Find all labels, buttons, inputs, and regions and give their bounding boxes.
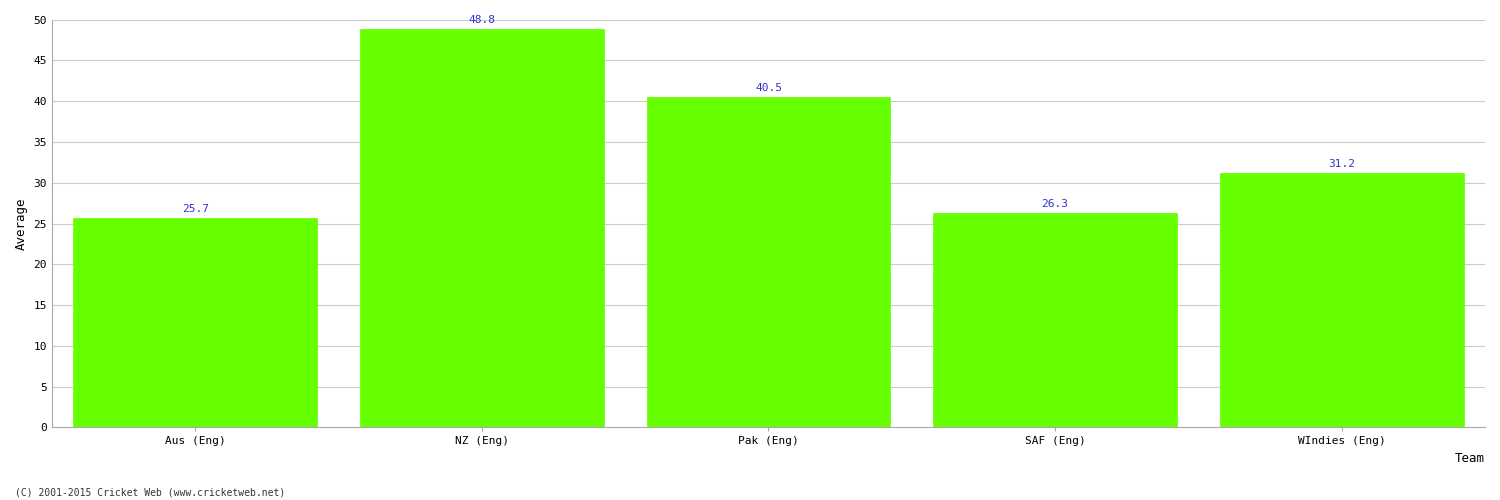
Text: 25.7: 25.7 — [182, 204, 209, 214]
Y-axis label: Average: Average — [15, 198, 28, 250]
Text: 31.2: 31.2 — [1328, 159, 1354, 169]
Bar — [360, 30, 603, 428]
Text: 40.5: 40.5 — [754, 83, 782, 93]
Text: (C) 2001-2015 Cricket Web (www.cricketweb.net): (C) 2001-2015 Cricket Web (www.cricketwe… — [15, 488, 285, 498]
Bar — [1220, 173, 1464, 428]
Bar — [646, 97, 891, 428]
X-axis label: Team: Team — [1455, 452, 1485, 465]
Text: 26.3: 26.3 — [1041, 199, 1068, 209]
Text: 48.8: 48.8 — [468, 16, 495, 26]
Bar — [74, 218, 316, 428]
Bar — [933, 213, 1178, 428]
